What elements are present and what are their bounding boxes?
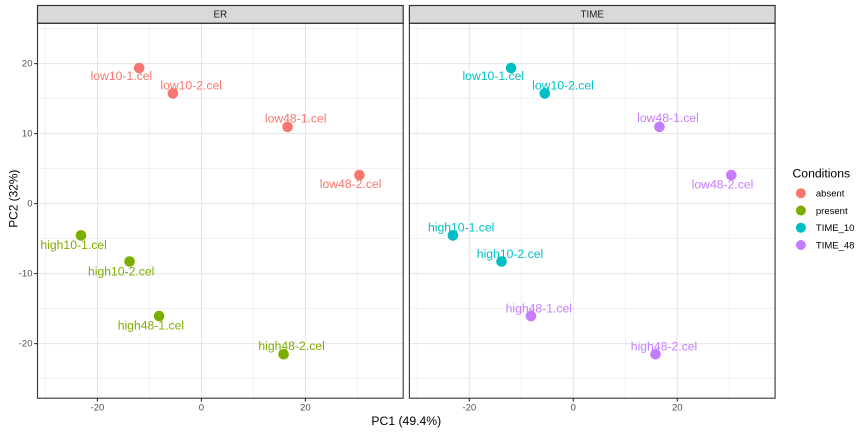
svg-text:low48-1.cel: low48-1.cel [637,111,699,125]
svg-text:PC1 (49.4%): PC1 (49.4%) [371,414,441,428]
svg-text:present: present [816,206,848,217]
svg-text:high48-2.cel: high48-2.cel [258,339,324,353]
svg-text:high10-1.cel: high10-1.cel [40,238,106,252]
svg-text:TIME_10: TIME_10 [816,223,855,234]
svg-text:high48-2.cel: high48-2.cel [631,340,697,354]
svg-text:low10-1.cel: low10-1.cel [462,69,524,83]
svg-text:ER: ER [213,9,227,20]
svg-text:low48-2.cel: low48-2.cel [692,177,754,191]
svg-text:Conditions: Conditions [793,166,851,180]
svg-text:low48-1.cel: low48-1.cel [265,112,327,126]
svg-text:-10: -10 [19,269,33,280]
svg-text:low48-2.cel: low48-2.cel [320,177,382,191]
svg-text:20: 20 [22,59,33,70]
svg-text:0: 0 [27,199,32,210]
svg-text:high10-2.cel: high10-2.cel [477,247,543,261]
svg-text:low10-2.cel: low10-2.cel [160,78,222,92]
svg-text:-20: -20 [91,403,105,414]
svg-text:high48-1.cel: high48-1.cel [506,302,572,316]
svg-text:20: 20 [300,403,311,414]
svg-text:10: 10 [22,129,33,140]
svg-text:-20: -20 [19,339,33,350]
svg-text:high48-1.cel: high48-1.cel [118,319,184,333]
svg-text:TIME_48: TIME_48 [816,240,855,251]
svg-text:-20: -20 [462,403,476,414]
svg-text:20: 20 [672,403,683,414]
svg-text:TIME: TIME [580,9,604,20]
svg-text:PC2 (32%): PC2 (32%) [7,170,21,228]
svg-text:0: 0 [571,403,576,414]
svg-text:low10-1.cel: low10-1.cel [91,69,153,83]
svg-text:0: 0 [199,403,204,414]
svg-text:high10-2.cel: high10-2.cel [88,264,154,278]
svg-text:absent: absent [816,189,845,200]
svg-text:low10-2.cel: low10-2.cel [532,79,594,93]
svg-text:high10-1.cel: high10-1.cel [428,221,494,235]
